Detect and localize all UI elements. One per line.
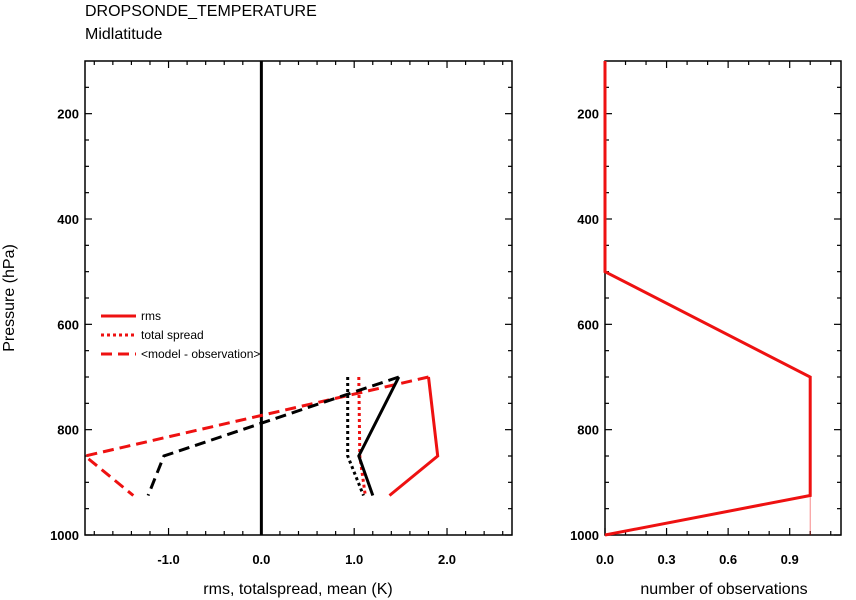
- right-x-tick-label: 0.6: [719, 552, 737, 567]
- left-y-tick-label: 400: [57, 212, 79, 227]
- left-y-tick-label: 800: [57, 423, 79, 438]
- left-series-black-solid: [357, 376, 401, 497]
- legend-label: total spread: [141, 328, 204, 342]
- right-y-tick-label: 600: [577, 317, 599, 332]
- left-x-tick-label: -1.0: [157, 552, 179, 567]
- left-y-tick-label: 1000: [50, 528, 79, 543]
- right-y-tick-label: 1000: [570, 528, 599, 543]
- right-plot-frame: [604, 60, 842, 536]
- left-y-tick-label: 200: [57, 107, 79, 122]
- chart-subtitle: Midlatitude: [85, 26, 162, 43]
- left-panel: 200 400 600 800 1000 -1.0 0.0 1.0 2.0: [50, 60, 513, 567]
- right-y-tick-label: 200: [577, 107, 599, 122]
- legend-label: rms: [141, 309, 161, 323]
- chart-title: DROPSONDE_TEMPERATURE: [85, 3, 317, 20]
- legend: rms total spread <model - observation>: [101, 309, 260, 361]
- left-x-tick-label: 1.0: [345, 552, 363, 567]
- left-plot-frame: [84, 60, 513, 536]
- right-x-tick-label: 0.9: [781, 552, 799, 567]
- left-series-red-dashed: [81, 375, 429, 497]
- right-x-axis-title: number of observations: [640, 581, 807, 598]
- right-y-tick-label: 800: [577, 423, 599, 438]
- legend-label: <model - observation>: [141, 347, 260, 361]
- left-x-tick-label: 0.0: [252, 552, 270, 567]
- left-series-red-solid: [388, 376, 440, 497]
- left-y-axis-title: Pressure (hPa): [1, 244, 18, 352]
- left-series-black-dashed: [146, 375, 400, 497]
- right-x-tick-label: 0.0: [596, 552, 614, 567]
- right-x-tick-label: 0.3: [658, 552, 676, 567]
- left-x-tick-label: 2.0: [438, 552, 456, 567]
- right-series-red-solid: [603, 61, 812, 537]
- left-x-axis-title: rms, totalspread, mean (K): [203, 581, 392, 598]
- left-y-tick-label: 600: [57, 317, 79, 332]
- left-series-red-dotted: [357, 376, 367, 496]
- right-y-tick-label: 400: [577, 212, 599, 227]
- right-panel: 200 400 600 800 1000 0.0 0.3 0.6 0.9: [570, 60, 842, 567]
